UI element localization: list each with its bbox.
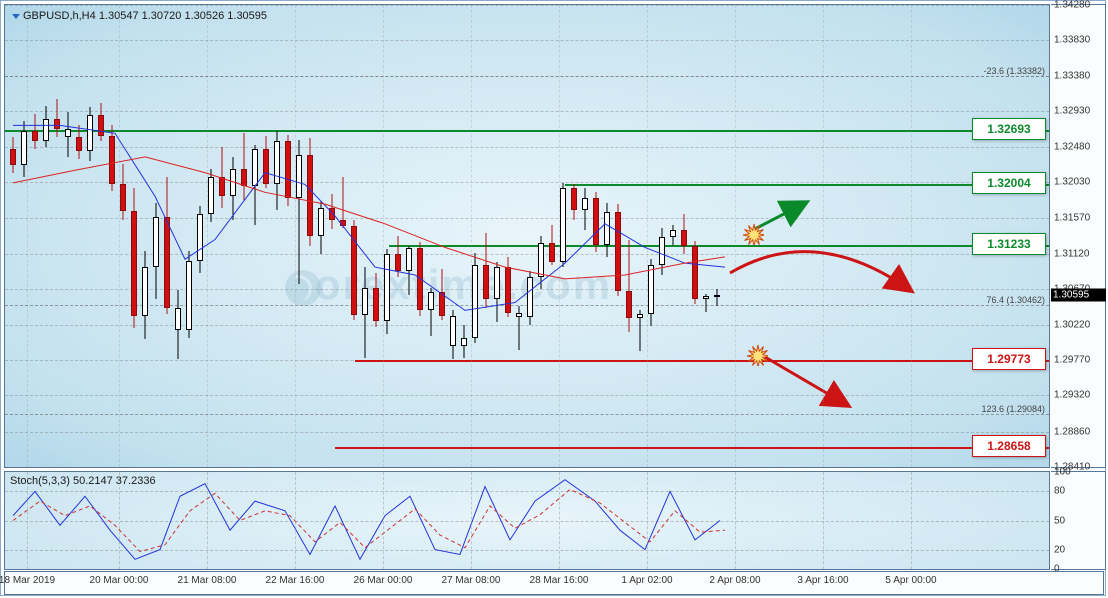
stochastic-panel[interactable]: Stoch(5,3,3) 50.2147 37.2336 bbox=[4, 471, 1050, 570]
y-tick: 1.32030 bbox=[1054, 177, 1090, 188]
y-tick: 1.33830 bbox=[1054, 35, 1090, 46]
y-tick: 1.32480 bbox=[1054, 141, 1090, 152]
y-tick: 1.30220 bbox=[1054, 319, 1090, 330]
x-tick: 2 Apr 08:00 bbox=[709, 575, 760, 586]
x-tick: 22 Mar 16:00 bbox=[266, 575, 325, 586]
stoch-tick: 50 bbox=[1054, 515, 1065, 526]
impact-icon bbox=[742, 223, 764, 245]
x-tick: 5 Apr 00:00 bbox=[885, 575, 936, 586]
stoch-tick: 20 bbox=[1054, 544, 1065, 555]
x-tick: 26 Mar 00:00 bbox=[354, 575, 413, 586]
stochastic-lines bbox=[5, 472, 1049, 569]
stoch-axis: 0205080100 bbox=[1051, 471, 1106, 570]
main-chart-area[interactable]: GBPUSD,h,H4 1.30547 1.30720 1.30526 1.30… bbox=[4, 4, 1050, 468]
impact-icon bbox=[746, 344, 768, 366]
price-axis: 1.342801.338301.333801.329301.324801.320… bbox=[1051, 4, 1106, 468]
arrow-down-red bbox=[765, 357, 847, 405]
x-tick: 18 Mar 2019 bbox=[0, 575, 55, 586]
y-tick: 1.34280 bbox=[1054, 0, 1090, 11]
forecast-arrows bbox=[5, 5, 1049, 467]
stoch-tick: 80 bbox=[1054, 486, 1065, 497]
y-tick: 1.29320 bbox=[1054, 390, 1090, 401]
stoch-tick: 100 bbox=[1054, 467, 1071, 478]
y-tick: 1.31120 bbox=[1054, 248, 1089, 259]
y-tick: 1.28860 bbox=[1054, 426, 1090, 437]
y-tick: 1.33380 bbox=[1054, 70, 1090, 81]
x-tick: 3 Apr 16:00 bbox=[797, 575, 848, 586]
y-tick: 1.29770 bbox=[1054, 354, 1090, 365]
y-tick: 1.31570 bbox=[1054, 213, 1090, 224]
x-tick: 20 Mar 00:00 bbox=[90, 575, 149, 586]
current-price-marker: 1.30595 bbox=[1051, 289, 1106, 302]
app-frame: GBPUSD,h,H4 1.30547 1.30720 1.30526 1.30… bbox=[0, 0, 1106, 596]
x-tick: 27 Mar 08:00 bbox=[442, 575, 501, 586]
time-axis: 18 Mar 201920 Mar 00:0021 Mar 08:0022 Ma… bbox=[4, 571, 1104, 595]
x-tick: 1 Apr 02:00 bbox=[621, 575, 672, 586]
arrow-curve-red bbox=[730, 252, 910, 290]
x-tick: 21 Mar 08:00 bbox=[178, 575, 237, 586]
y-tick: 1.32930 bbox=[1054, 106, 1090, 117]
x-tick: 28 Mar 16:00 bbox=[530, 575, 589, 586]
